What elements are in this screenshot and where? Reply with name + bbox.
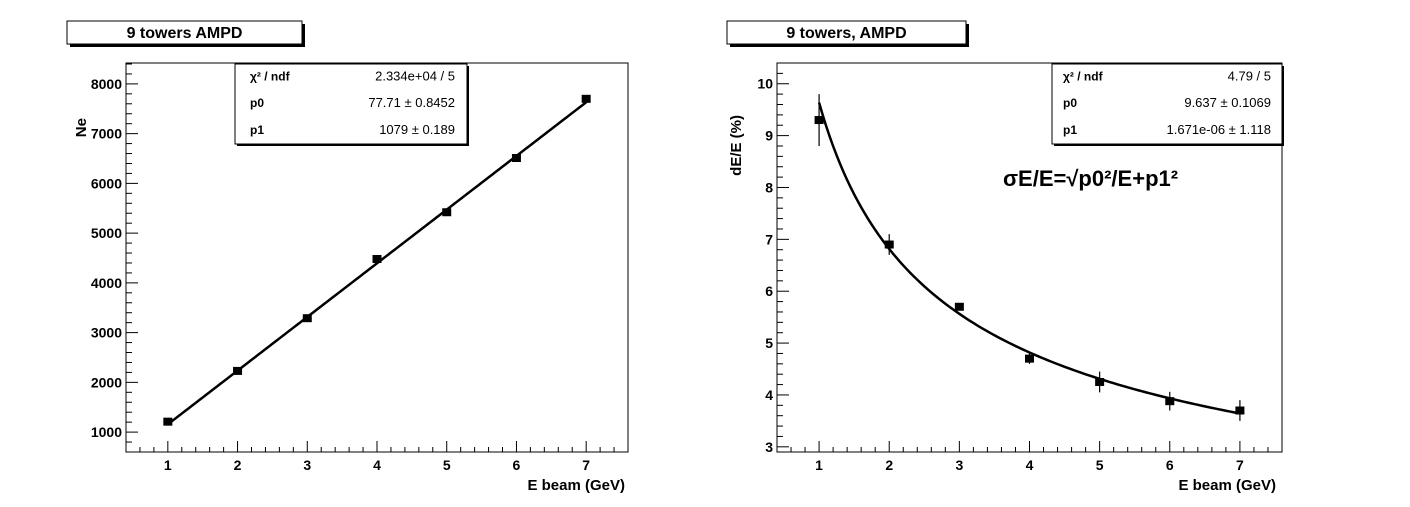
stats-value: 77.71 ± 0.8452 [368,95,455,110]
stats-label: p0 [1063,96,1077,110]
chart-panel-2: 9 towers, AMPD 1 2 3 4 5 6 7 3 4 5 6 7 8 9 10 E beam (Ge… [726,20,1284,494]
data-point [954,302,964,311]
x-tick-label: 5 [1096,457,1104,473]
stats-label: p1 [1063,123,1077,137]
stats-box [234,63,468,145]
data-point [1235,406,1245,415]
y-tick-label: 5000 [91,225,122,241]
data-point [1165,397,1175,406]
title-box [66,20,303,45]
y-tick-label: 9 [765,128,773,144]
y-axis-label: Ne [73,118,90,137]
title-box [726,20,967,45]
y-tick-label: 6000 [91,175,122,191]
data-point [233,366,243,375]
chart-title: 9 towers, AMPD [786,25,906,42]
x-tick-label: 2 [234,457,242,473]
x-tick-label: 6 [1166,457,1174,473]
stats-value: 4.79 / 5 [1228,69,1271,84]
y-tick-label: 8000 [91,76,122,92]
x-tick-label: 5 [443,457,451,473]
stats-label: p1 [250,123,264,137]
y-axis-label: dE/E (%) [728,115,745,176]
x-tick-label: 4 [1026,457,1034,473]
data-point [1095,377,1105,386]
y-tick-label: 6 [765,283,773,299]
data-point [581,94,591,103]
y-tick-label: 7000 [91,126,122,142]
x-tick-label: 2 [885,457,893,473]
x-tick-label: 7 [1236,457,1244,473]
y-tick-label: 3000 [91,325,122,341]
x-tick-label: 3 [955,457,963,473]
x-tick-label: 7 [582,457,590,473]
stats-box [1051,63,1283,145]
stats-value: 2.334e+04 / 5 [375,69,455,84]
y-tick-label: 3 [765,439,773,455]
data-point [1025,354,1034,363]
x-axis: 1 2 3 4 5 6 7 [776,441,1283,473]
data-point [884,240,894,249]
formula-annotation: σE/E=√p0²/E+p1² [1003,166,1178,191]
stats-value: 1.671e-06 ± 1.118 [1167,122,1271,137]
y-tick-label: 4000 [91,275,122,291]
stats-value: 1079 ± 0.189 [379,122,455,137]
x-axis-label: E beam (GeV) [1178,477,1276,494]
data-point [511,154,521,163]
x-tick-label: 1 [164,457,172,473]
x-axis: 1 2 3 4 5 6 7 [125,441,629,473]
fit-curve [817,102,1241,415]
data-point [442,208,452,217]
stats-label: χ² / ndf [1063,70,1104,84]
x-axis-label: E beam (GeV) [527,477,625,494]
y-tick-label: 1000 [91,424,122,440]
data-point [814,116,824,125]
data-point [372,254,382,263]
x-tick-label: 3 [303,457,311,473]
data-points [163,94,591,426]
x-tick-label: 6 [513,457,521,473]
y-tick-label: 10 [757,76,773,92]
y-tick-label: 5 [765,335,773,351]
x-tick-label: 4 [373,457,381,473]
y-tick-label: 4 [765,387,773,403]
data-point [163,417,173,426]
data-point [302,314,312,323]
fit-curve [167,101,587,426]
chart-panel-1: 9 towers AMPD 1 2 3 4 5 6 7 1000 2000 3000 4000 5000… [66,20,629,494]
stats-label: p0 [250,96,264,110]
chart-title: 9 towers AMPD [127,25,243,42]
stats-value: 9.637 ± 0.1069 [1184,95,1271,110]
y-axis: 3 4 5 6 7 8 9 10 [757,62,789,455]
data-points [814,94,1245,421]
stats-label: χ² / ndf [250,70,291,84]
y-tick-label: 2000 [91,374,122,390]
y-tick-label: 7 [765,231,773,247]
y-axis: 1000 2000 3000 4000 5000 6000 7000 8000 [91,63,138,453]
x-tick-label: 1 [815,457,823,473]
y-tick-label: 8 [765,179,773,195]
